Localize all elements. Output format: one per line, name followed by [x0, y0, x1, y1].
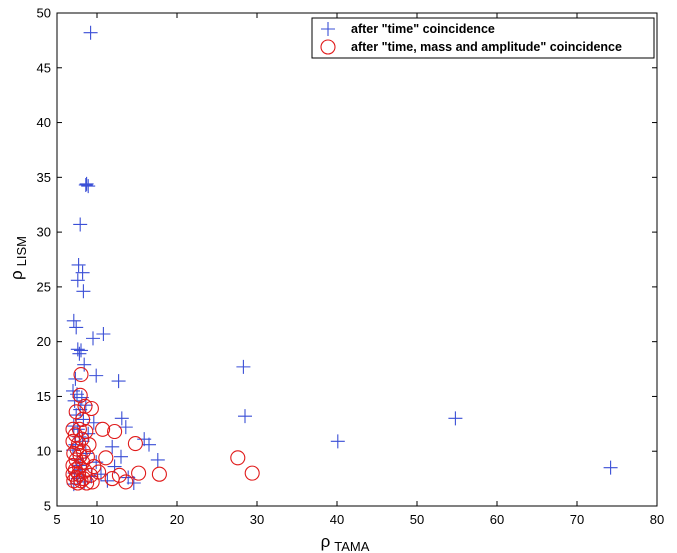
data-point-circle [127, 436, 143, 452]
data-point-plus [105, 439, 120, 454]
data-point-plus [70, 273, 85, 288]
legend-label-time-mass-amplitude: after "time, mass and amplitude" coincid… [351, 40, 622, 54]
legend-plus-icon [321, 22, 335, 36]
x-tick-label: 5 [53, 512, 60, 527]
legend-marker-plus [321, 22, 335, 36]
data-point-plus [100, 473, 115, 488]
y-tick-label: 5 [44, 499, 51, 514]
x-tick-label: 50 [410, 512, 424, 527]
data-point-circle [98, 450, 114, 466]
data-point-plus [448, 411, 463, 426]
y-tick-label: 40 [37, 115, 51, 130]
x-tick-label: 40 [330, 512, 344, 527]
data-point-plus [114, 411, 129, 426]
y-tick-label: 25 [37, 279, 51, 294]
y-axis-label: ρLISM [7, 236, 29, 280]
data-point-circle [107, 423, 123, 440]
x-tick-label: 70 [570, 512, 584, 527]
data-point-plus [89, 368, 104, 383]
data-point-plus [66, 313, 81, 328]
data-point-circle [68, 469, 84, 486]
data-point-plus [77, 357, 92, 372]
data-point-plus [236, 359, 251, 374]
data-point-plus [81, 179, 96, 194]
x-tick-label: 30 [250, 512, 264, 527]
legend-box [311, 17, 655, 59]
y-tick-label: 50 [37, 6, 51, 21]
legend-marker-circle [320, 39, 336, 55]
y-tick-label: 10 [37, 444, 51, 459]
data-point-plus [96, 326, 111, 341]
data-point-plus [69, 408, 84, 423]
data-point-plus [79, 176, 94, 191]
data-point-plus [86, 331, 100, 346]
data-point-circle [68, 404, 84, 420]
data-point-circle [118, 474, 134, 490]
data-point-plus [72, 346, 87, 361]
data-point-plus [73, 217, 88, 232]
data-point-circle [230, 450, 246, 466]
data-point-plus [78, 178, 93, 193]
x-axis-label: ρ TAMA [321, 532, 370, 553]
data-point-circle [83, 467, 99, 483]
data-point-circle [79, 475, 95, 491]
data-point-plus [74, 343, 88, 358]
data-point-plus [71, 257, 86, 272]
data-point-circle [244, 465, 260, 481]
y-tick-label: 35 [37, 170, 51, 185]
y-tick-label: 15 [37, 389, 51, 404]
y-tick-label: 30 [37, 225, 51, 240]
data-point-circle [75, 471, 91, 487]
legend-circle-icon [320, 39, 336, 55]
data-point-plus [107, 459, 122, 474]
x-tick-label: 10 [90, 512, 104, 527]
data-point-plus [603, 460, 618, 475]
data-point-circle [71, 436, 87, 452]
y-tick-label: 20 [37, 334, 51, 349]
data-point-circle [70, 475, 86, 491]
legend-label-time: after "time" coincidence [351, 22, 495, 36]
data-point-plus [150, 452, 165, 467]
data-point-plus [75, 265, 90, 280]
x-axis-ticks: 5 10 20 30 40 50 60 70 80 [53, 13, 664, 527]
data-point-plus [142, 437, 156, 452]
data-point-circle [72, 387, 88, 403]
data-point-plus [238, 409, 252, 424]
data-point-circle [73, 366, 89, 383]
data-point-circle [83, 400, 99, 417]
data-point-plus [111, 374, 126, 389]
data-point-circle [69, 441, 85, 457]
x-tick-label: 80 [650, 512, 664, 527]
data-series [65, 25, 618, 492]
series-time-mass-amplitude [65, 366, 260, 491]
data-point-plus [330, 434, 345, 449]
data-point-plus [118, 420, 133, 435]
data-point-plus [69, 320, 84, 335]
y-axis-ticks: 5 10 15 20 25 30 35 40 45 50 [37, 6, 657, 514]
legend: after "time" coincidence after "time, ma… [311, 17, 655, 59]
data-point-plus [83, 25, 98, 40]
x-tick-label: 60 [490, 512, 504, 527]
y-tick-label: 45 [37, 60, 51, 75]
data-point-circle [151, 466, 167, 482]
data-point-plus [76, 284, 91, 299]
data-point-circle [131, 465, 147, 481]
data-point-plus [114, 449, 128, 464]
data-point-circle [72, 448, 88, 464]
plot-area [56, 12, 658, 507]
data-point-circle [86, 459, 102, 475]
data-point-circle [66, 473, 82, 489]
data-point-circle [95, 421, 111, 437]
x-tick-label: 20 [170, 512, 184, 527]
data-point-circle [75, 411, 91, 428]
